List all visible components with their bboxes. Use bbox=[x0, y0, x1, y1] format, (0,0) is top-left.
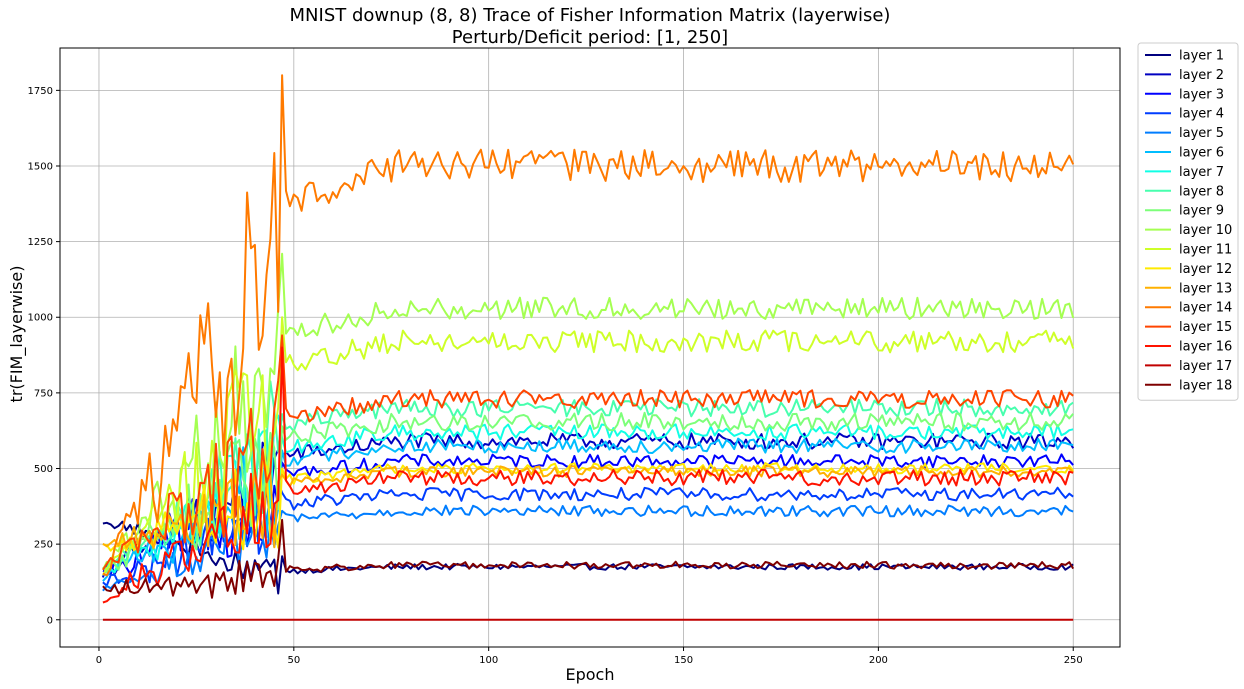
y-tick-label: 750 bbox=[34, 388, 53, 399]
legend: layer 1 layer 2 layer 3 layer 4 layer 5 layer… bbox=[1137, 42, 1239, 401]
legend-item: layer 13 bbox=[1145, 281, 1232, 296]
legend-label: layer 7 bbox=[1179, 165, 1224, 180]
legend-label: layer 5 bbox=[1179, 126, 1224, 141]
legend-label: layer 17 bbox=[1179, 359, 1232, 374]
legend-item: layer 12 bbox=[1145, 262, 1232, 277]
legend-item: layer 4 bbox=[1145, 107, 1224, 122]
legend-label: layer 18 bbox=[1179, 378, 1232, 393]
legend-item: layer 16 bbox=[1145, 340, 1232, 355]
legend-item: layer 3 bbox=[1145, 87, 1224, 102]
legend-item: layer 14 bbox=[1145, 301, 1232, 316]
y-tick-label: 250 bbox=[34, 540, 53, 551]
y-tick-label: 1500 bbox=[28, 161, 53, 172]
legend-item: layer 6 bbox=[1145, 146, 1224, 161]
legend-label: layer 2 bbox=[1179, 68, 1224, 83]
legend-item: layer 17 bbox=[1145, 359, 1232, 374]
legend-label: layer 10 bbox=[1179, 223, 1232, 238]
series-line-9 bbox=[102, 411, 1074, 574]
legend-label: layer 11 bbox=[1179, 243, 1232, 258]
x-tick-label: 150 bbox=[674, 655, 693, 666]
x-tick-label: 50 bbox=[287, 655, 300, 666]
legend-item: layer 9 bbox=[1145, 204, 1224, 219]
x-tick-label: 0 bbox=[96, 655, 102, 666]
x-axis-label: Epoch bbox=[566, 665, 615, 684]
legend-item: layer 2 bbox=[1145, 68, 1224, 83]
legend-item: layer 18 bbox=[1145, 378, 1232, 393]
series-line-11 bbox=[102, 316, 1075, 576]
series-line-8 bbox=[102, 380, 1074, 570]
x-tick-label: 100 bbox=[479, 655, 498, 666]
y-tick-label: 0 bbox=[47, 615, 53, 626]
legend-item: layer 7 bbox=[1145, 165, 1224, 180]
series-line-18 bbox=[102, 518, 1075, 599]
legend-item: layer 15 bbox=[1145, 320, 1232, 335]
x-tick-label: 250 bbox=[1064, 655, 1083, 666]
legend-item: layer 8 bbox=[1145, 184, 1224, 199]
legend-label: layer 15 bbox=[1179, 320, 1232, 335]
legend-label: layer 16 bbox=[1179, 340, 1232, 355]
y-tick-label: 1000 bbox=[28, 313, 53, 324]
series-line-5 bbox=[102, 503, 1074, 592]
legend-item: layer 1 bbox=[1145, 49, 1224, 64]
legend-label: layer 6 bbox=[1179, 146, 1224, 161]
legend-label: layer 9 bbox=[1179, 204, 1224, 219]
legend-item: layer 11 bbox=[1145, 243, 1232, 258]
chart-title: MNIST downup (8, 8) Trace of Fisher Info… bbox=[290, 5, 891, 26]
x-tick-label: 200 bbox=[869, 655, 888, 666]
series-line-14 bbox=[102, 74, 1075, 577]
y-tick-label: 1750 bbox=[28, 86, 53, 97]
chart-subtitle: Perturb/Deficit period: [1, 250] bbox=[452, 27, 728, 48]
series-line-15 bbox=[102, 334, 1074, 571]
series-line-16 bbox=[102, 346, 1074, 604]
ticks: 0 50 100 150 200 250 0 250 500 750 1000 1250 1500 175… bbox=[28, 86, 1083, 666]
legend-item: layer 10 bbox=[1145, 223, 1232, 238]
legend-label: layer 4 bbox=[1179, 107, 1224, 122]
legend-label: layer 3 bbox=[1179, 87, 1224, 102]
legend-label: layer 13 bbox=[1179, 281, 1232, 296]
y-tick-label: 500 bbox=[34, 464, 53, 475]
series-group bbox=[101, 74, 1075, 621]
legend-label: layer 14 bbox=[1179, 301, 1232, 316]
legend-label: layer 8 bbox=[1179, 184, 1224, 199]
plot-frame bbox=[59, 47, 1121, 648]
legend-label: layer 1 bbox=[1179, 49, 1224, 64]
legend-item: layer 5 bbox=[1145, 126, 1224, 141]
y-axis-label: tr(FIM_layerwise) bbox=[7, 266, 27, 403]
legend-label: layer 12 bbox=[1179, 262, 1232, 277]
y-tick-label: 1250 bbox=[28, 237, 53, 248]
